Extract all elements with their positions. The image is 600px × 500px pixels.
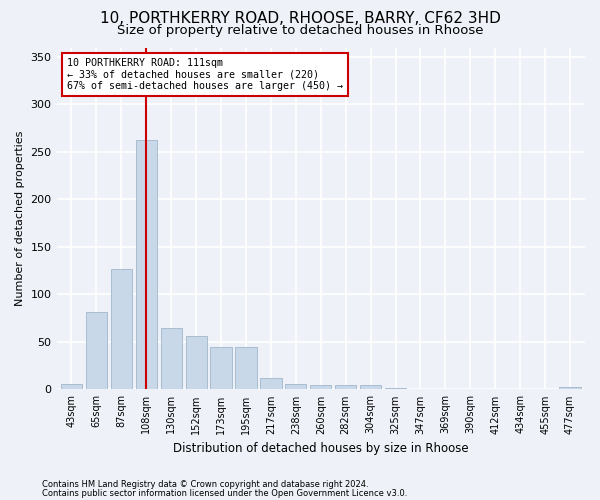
Bar [235, 346, 257, 390]
Bar [111, 269, 132, 390]
Bar [260, 378, 281, 390]
Text: Contains public sector information licensed under the Open Government Licence v3: Contains public sector information licen… [42, 488, 407, 498]
Bar [310, 384, 331, 390]
Bar [285, 384, 307, 390]
Text: Size of property relative to detached houses in Rhoose: Size of property relative to detached ho… [117, 24, 483, 37]
Bar [385, 388, 406, 390]
Bar [211, 346, 232, 390]
Bar [61, 384, 82, 390]
Bar [136, 140, 157, 390]
Bar [161, 328, 182, 390]
Bar [335, 384, 356, 390]
Text: 10 PORTHKERRY ROAD: 111sqm
← 33% of detached houses are smaller (220)
67% of sem: 10 PORTHKERRY ROAD: 111sqm ← 33% of deta… [67, 58, 343, 91]
Text: 10, PORTHKERRY ROAD, RHOOSE, BARRY, CF62 3HD: 10, PORTHKERRY ROAD, RHOOSE, BARRY, CF62… [100, 11, 500, 26]
X-axis label: Distribution of detached houses by size in Rhoose: Distribution of detached houses by size … [173, 442, 469, 455]
Text: Contains HM Land Registry data © Crown copyright and database right 2024.: Contains HM Land Registry data © Crown c… [42, 480, 368, 489]
Y-axis label: Number of detached properties: Number of detached properties [15, 131, 25, 306]
Bar [185, 336, 207, 390]
Bar [559, 386, 581, 390]
Bar [86, 312, 107, 390]
Bar [360, 384, 381, 390]
